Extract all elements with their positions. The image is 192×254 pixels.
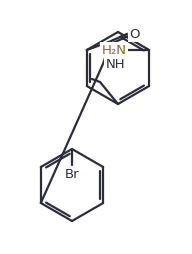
Text: H₂N: H₂N <box>102 43 127 56</box>
Text: NH: NH <box>106 58 126 71</box>
Text: Br: Br <box>65 168 79 182</box>
Text: O: O <box>130 27 140 40</box>
